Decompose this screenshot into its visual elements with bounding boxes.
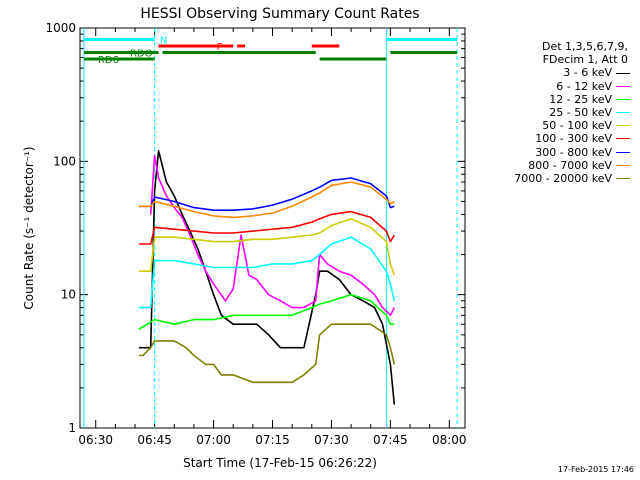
legend-label: 3 - 6 keV bbox=[563, 66, 612, 80]
legend-entry: 50 - 100 keV bbox=[480, 119, 630, 132]
series-line bbox=[138, 293, 395, 330]
series-line bbox=[138, 177, 395, 211]
legend-label: 800 - 7000 keV bbox=[528, 158, 612, 172]
legend-label: 6 - 12 keV bbox=[556, 79, 612, 93]
x-tick-label: 06:30 bbox=[78, 433, 113, 447]
legend-entry: 6 - 12 keV bbox=[480, 80, 630, 93]
state-bar-label: N bbox=[160, 36, 167, 47]
chart-title: HESSI Observing Summary Count Rates bbox=[140, 6, 419, 22]
x-axis-label: Start Time (17-Feb-15 06:26:22) bbox=[183, 456, 377, 470]
y-tick-label: 10 bbox=[61, 288, 76, 302]
legend: Det 1,3,5,6,7,9, FDecim 1, Att 0 3 - 6 k… bbox=[480, 40, 630, 185]
legend-swatch bbox=[616, 98, 630, 100]
legend-label: 300 - 800 keV bbox=[535, 145, 612, 159]
series-line bbox=[138, 181, 395, 219]
y-tick-label: 1000 bbox=[45, 21, 76, 35]
state-bar-label: RDO bbox=[130, 49, 153, 60]
y-tick-label: 100 bbox=[53, 154, 76, 168]
series-line bbox=[138, 236, 396, 309]
series-line bbox=[149, 155, 396, 317]
legend-entry: 7000 - 20000 keV bbox=[480, 172, 630, 185]
legend-entry: 100 - 300 keV bbox=[480, 132, 630, 145]
legend-swatch bbox=[616, 85, 630, 87]
y-tick-label: 1 bbox=[68, 421, 76, 435]
legend-swatch bbox=[616, 112, 630, 114]
legend-header-detectors: Det 1,3,5,6,7,9, bbox=[541, 40, 628, 53]
legend-label: 100 - 300 keV bbox=[535, 132, 612, 146]
x-tick-label: 07:15 bbox=[255, 433, 290, 447]
series-line bbox=[138, 210, 395, 245]
footer-timestamp: 17-Feb-2015 17:46 bbox=[557, 465, 634, 474]
state-bar-label: F bbox=[217, 42, 223, 53]
legend-swatch bbox=[616, 125, 630, 127]
x-tick-label: 08:00 bbox=[432, 433, 467, 447]
state-bar-label: RD6 bbox=[98, 55, 119, 66]
legend-swatch bbox=[616, 138, 630, 140]
legend-header-decimation: FDecim 1, Att 0 bbox=[542, 53, 628, 67]
x-tick-label: 07:30 bbox=[314, 433, 349, 447]
legend-swatch bbox=[616, 72, 630, 74]
legend-entry: 25 - 50 keV bbox=[480, 106, 630, 119]
x-tick-label: 07:00 bbox=[196, 433, 231, 447]
y-axis-label: Count Rate (s⁻¹ detector⁻¹) bbox=[22, 146, 36, 309]
series-line bbox=[138, 218, 396, 276]
legend-entry: 3 - 6 keV bbox=[480, 66, 630, 79]
legend-swatch bbox=[616, 164, 630, 166]
x-tick-label: 06:45 bbox=[137, 433, 172, 447]
legend-swatch bbox=[616, 151, 630, 153]
legend-label: 12 - 25 keV bbox=[549, 92, 612, 106]
legend-entry: 800 - 7000 keV bbox=[480, 159, 630, 172]
x-tick-label: 07:45 bbox=[373, 433, 408, 447]
legend-entry: 12 - 25 keV bbox=[480, 93, 630, 106]
series-line bbox=[138, 150, 396, 405]
plot-frame bbox=[79, 27, 466, 429]
legend-swatch bbox=[616, 178, 630, 179]
legend-label: 50 - 100 keV bbox=[542, 119, 612, 133]
series-line bbox=[138, 323, 396, 384]
legend-label: 25 - 50 keV bbox=[549, 105, 612, 119]
legend-label: 7000 - 20000 keV bbox=[514, 171, 612, 185]
legend-entry: 300 - 800 keV bbox=[480, 146, 630, 159]
